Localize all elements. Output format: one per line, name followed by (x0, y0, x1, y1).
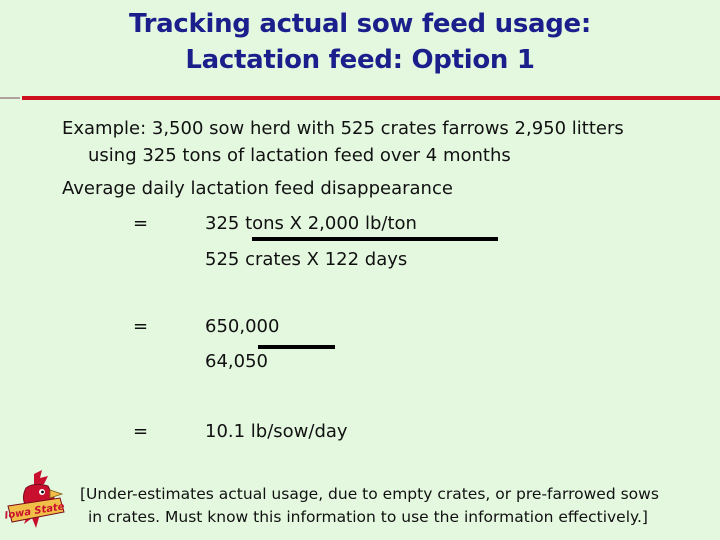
footnote-line-1: [Under-estimates actual usage, due to em… (80, 485, 659, 503)
example-line-2: using 325 tons of lactation feed over 4 … (88, 145, 511, 166)
title-rule-cap (0, 97, 20, 99)
slide-title: Tracking actual sow feed usage: Lactatio… (0, 6, 720, 78)
average-heading: Average daily lactation feed disappearan… (62, 178, 453, 199)
footnote-line-2: in crates. Must know this information to… (88, 508, 648, 526)
step2-denominator: 64,050 (205, 351, 268, 372)
step2-numerator: 650,000 (205, 316, 280, 337)
equals-sign-3: = (133, 421, 149, 442)
footnote: [Under-estimates actual usage, due to em… (80, 483, 710, 529)
title-line-2: Lactation feed: Option 1 (185, 45, 535, 75)
step2-fraction-bar (258, 345, 335, 349)
equals-sign-1: = (133, 213, 149, 234)
iowa-state-cyclone-logo: Iowa State (4, 470, 65, 528)
title-divider (22, 96, 720, 100)
example-line-1: Example: 3,500 sow herd with 525 crates … (62, 118, 624, 139)
step1-denominator: 525 crates X 122 days (205, 249, 408, 270)
equals-sign-2: = (133, 316, 149, 337)
title-line-1: Tracking actual sow feed usage: (129, 9, 591, 39)
step1-numerator: 325 tons X 2,000 lb/ton (205, 213, 417, 234)
step1-fraction-bar (252, 237, 498, 241)
result-value: 10.1 lb/sow/day (205, 421, 348, 442)
